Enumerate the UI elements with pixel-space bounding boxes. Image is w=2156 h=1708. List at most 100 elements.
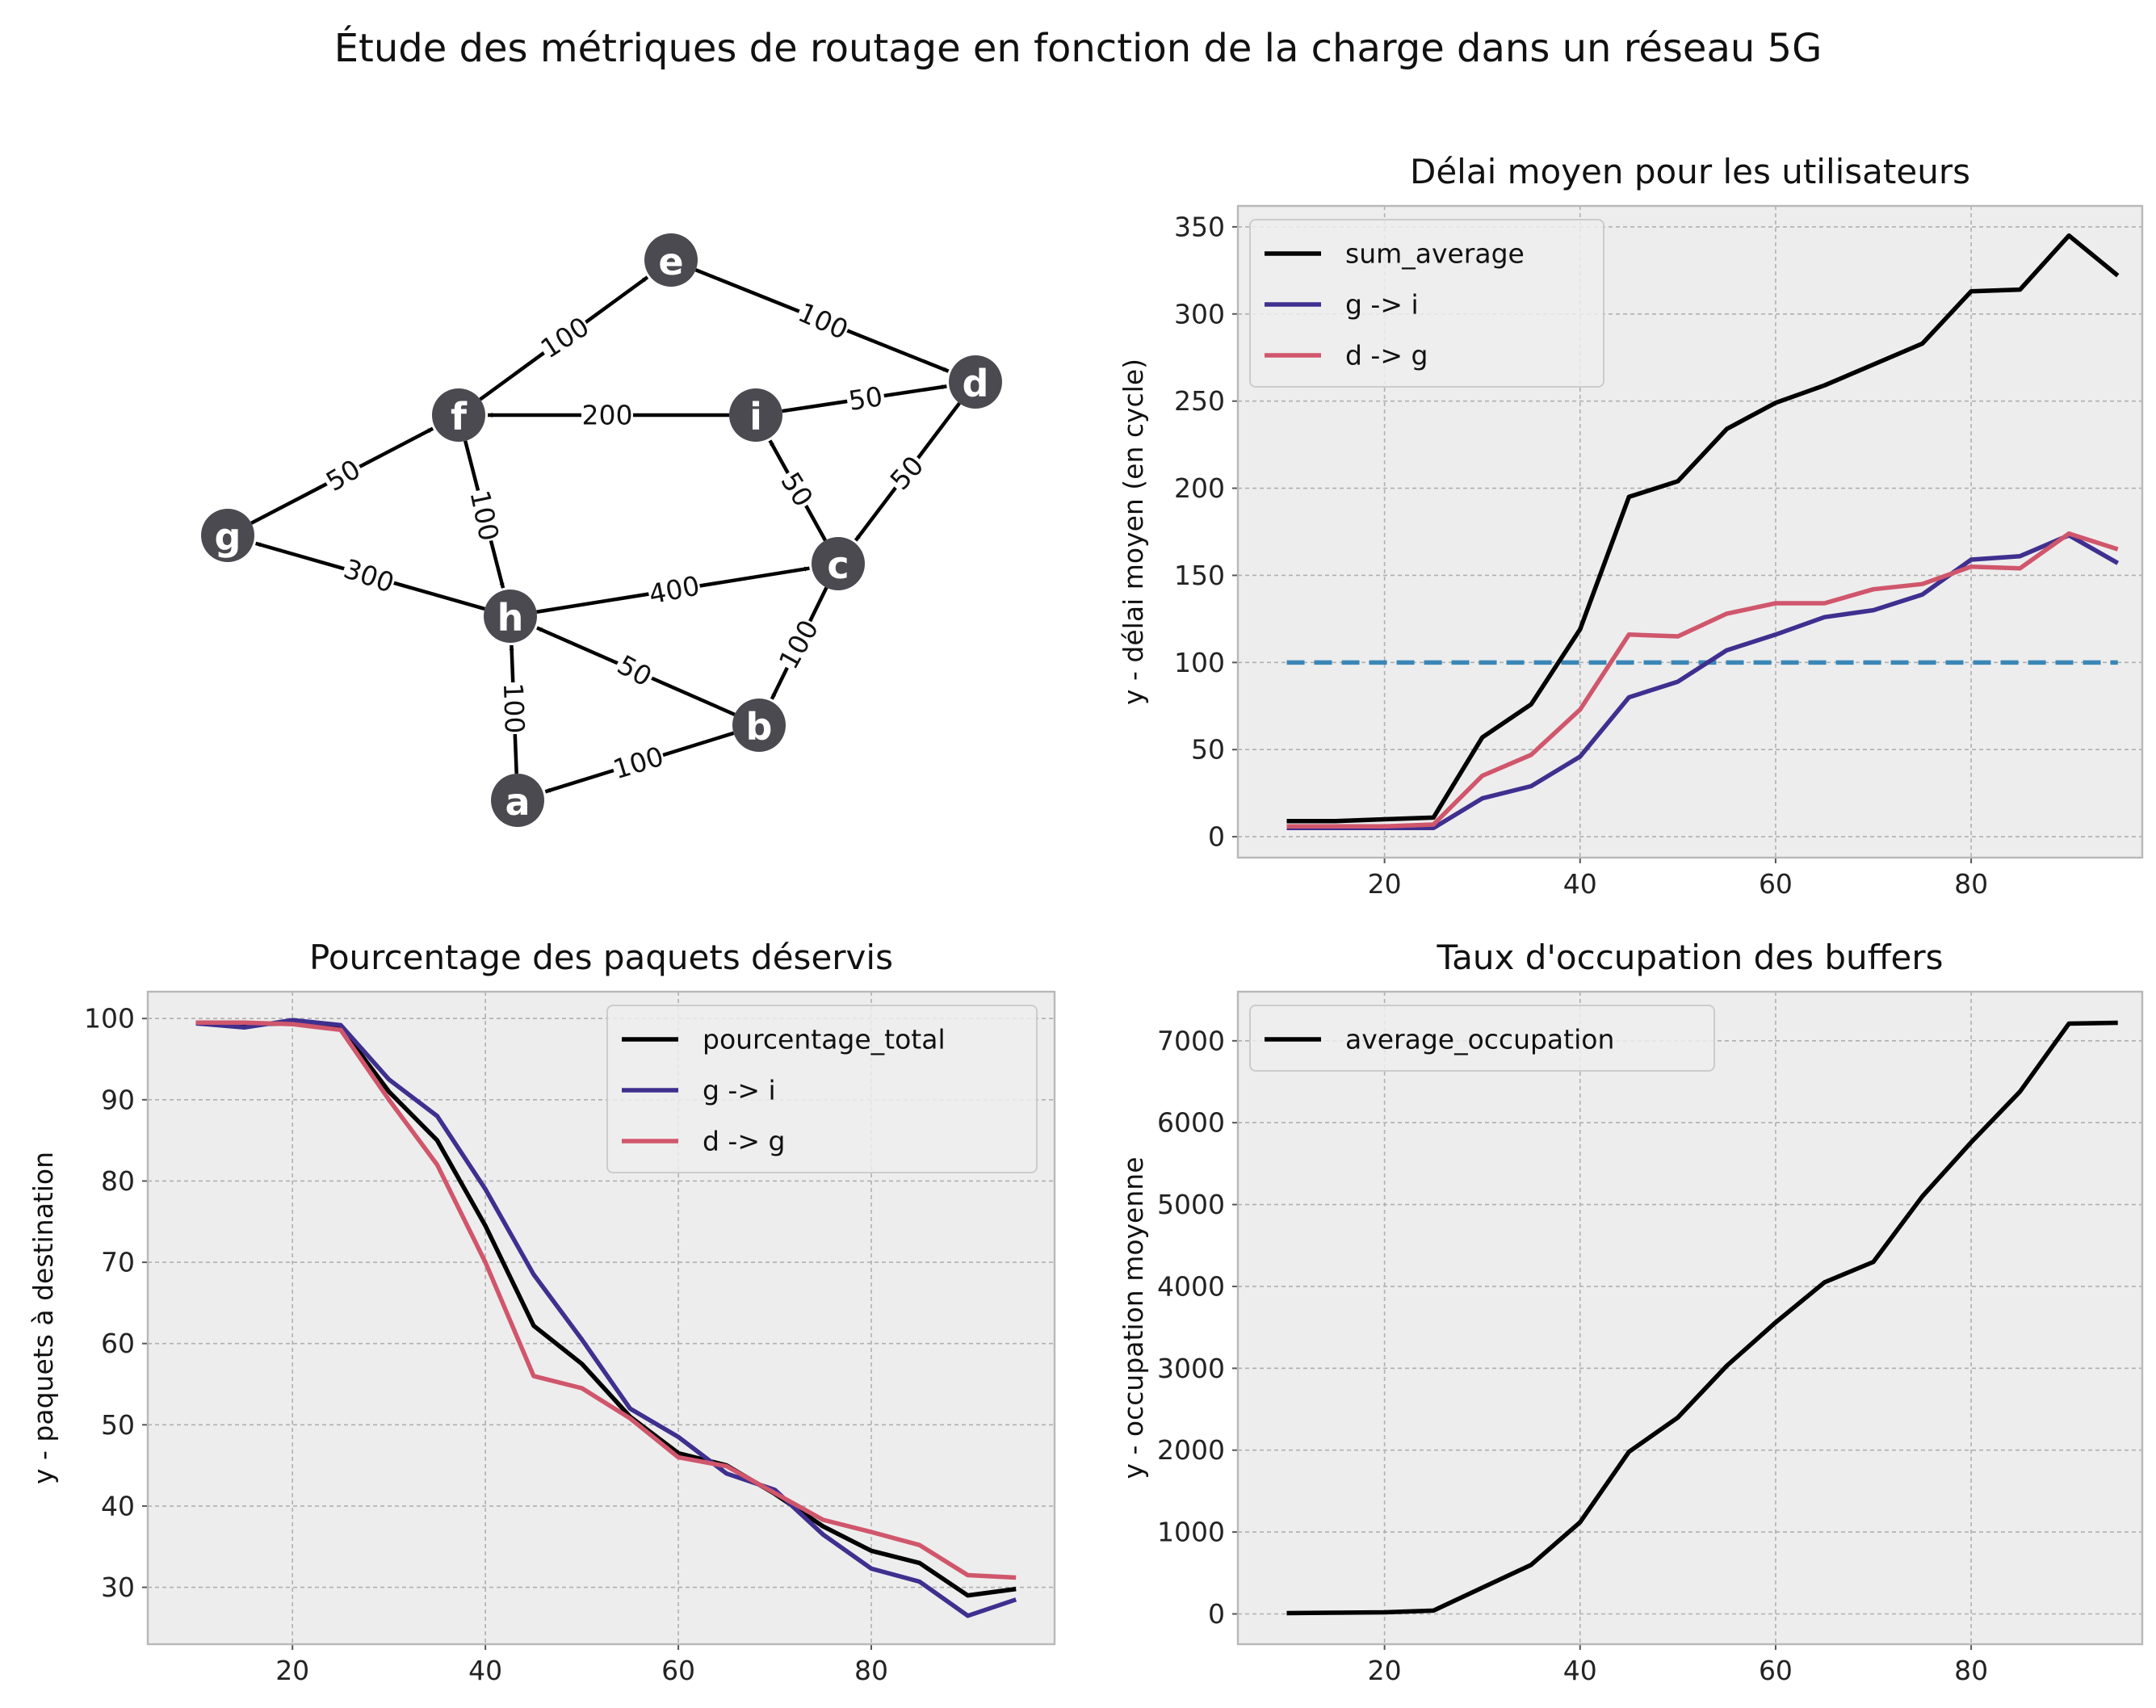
series-line-2 [195, 1020, 1017, 1580]
x-tick-label: 40 [468, 1655, 502, 1686]
x-tick-label: 60 [1759, 868, 1793, 900]
y-tick-label: 300 [1174, 298, 1225, 329]
graph-edge-label-i-d: 50 [845, 380, 887, 417]
graph-node-i [729, 388, 782, 442]
y-tick-label: 350 [1174, 211, 1225, 242]
y-tick-label: 7000 [1157, 1025, 1225, 1056]
tick-labels: 20 40 60 80 0 50 100 150 200 250 300 350 [1174, 211, 1988, 900]
graph-node-e [644, 233, 698, 287]
y-tick-label: 60 [101, 1328, 135, 1359]
graph-node-b [732, 699, 786, 752]
buffer-chart-panel: 20 40 60 80 0 1000 2000 3000 4000 5000 6000 7000 Tau… [1118, 938, 2144, 1686]
x-tick-label: 80 [1954, 868, 1988, 900]
graph-edge-label-f-h: 100 [463, 487, 505, 544]
legend-box [606, 1005, 1038, 1173]
graph-node-h [484, 590, 537, 643]
edge-label-background [464, 487, 505, 544]
x-tick-label: 20 [1368, 1655, 1402, 1686]
series-line-0 [1286, 233, 2120, 824]
graph-node-label-d: d [963, 362, 989, 405]
y-tick-label: 5000 [1157, 1189, 1225, 1220]
graph-edge-label-g-f: 50 [320, 453, 367, 497]
edge-weight-label: 100 [497, 682, 531, 734]
series-lines [1286, 1020, 2118, 1616]
edge-label-background [774, 465, 820, 514]
graph-edge-label-e-d: 100 [794, 296, 853, 346]
legend-entry-label: g -> i [1345, 289, 1419, 321]
edge-label-background [883, 449, 930, 497]
y-tick-label: 250 [1174, 385, 1225, 417]
graph-node-label-i: i [749, 395, 762, 439]
graph-edge-label-c-i: 50 [774, 465, 820, 514]
edge-weight-label: 100 [773, 615, 825, 674]
y-tick-label: 150 [1174, 560, 1225, 591]
y-tick-label: 50 [101, 1409, 135, 1441]
y-tick-label: 200 [1174, 472, 1225, 504]
graph-edge-label-b-a: 100 [609, 741, 668, 785]
y-tick-label: 40 [101, 1490, 135, 1521]
edge-label-background [845, 381, 887, 416]
graph-node-d [949, 355, 1002, 409]
graph-node-g [201, 509, 254, 562]
y-axis-label: y - occupation moyenne [1118, 1157, 1149, 1479]
x-tick-label: 20 [275, 1655, 309, 1686]
y-tick-label: 1000 [1157, 1517, 1225, 1548]
legend-entry-label: g -> i [703, 1075, 776, 1106]
graph-edge-label-h-c: 400 [646, 569, 703, 611]
edge-weight-label: 300 [340, 552, 398, 598]
y-tick-label: 3000 [1157, 1353, 1225, 1384]
y-tick-label: 4000 [1157, 1270, 1225, 1302]
edge-label-background [320, 453, 367, 497]
y-tick-label: 90 [101, 1084, 135, 1115]
graph-edge-label-c-b: 100 [773, 615, 825, 674]
series-line-0 [1286, 1020, 2118, 1616]
legend-box [1249, 1005, 1715, 1072]
graph-node-a [491, 774, 544, 827]
graph-edge-label-b-h: 50 [611, 648, 658, 693]
edge-label-background [535, 311, 595, 364]
y-tick-label: 100 [84, 1003, 135, 1034]
x-tick-label: 60 [1759, 1655, 1793, 1686]
gridlines [1238, 206, 2142, 858]
graph-node-f [432, 388, 485, 442]
tick-labels: 20 40 60 80 30 40 50 60 70 80 90 100 [84, 1003, 888, 1686]
graph-node-label-e: e [658, 240, 683, 283]
chart-title: Délai moyen pour les utilisateurs [1410, 152, 1970, 191]
legend-box [1249, 219, 1604, 388]
series-line-1 [195, 1018, 1017, 1618]
gridlines [148, 992, 1055, 1644]
edge-weight-label: 100 [535, 310, 594, 364]
edge-weight-label: 50 [774, 467, 819, 512]
graph-edge-label-h-g: 300 [339, 552, 399, 598]
y-tick-label: 6000 [1157, 1107, 1225, 1139]
plot-area [1238, 992, 2142, 1644]
graph-edge-label-f-e: 100 [535, 310, 595, 364]
graph-edge-label-d-c: 50 [883, 449, 930, 497]
edge-weight-label: 50 [846, 380, 885, 417]
packets-chart-panel: 20 40 60 80 30 40 50 60 70 80 90 100 Pourcentage des… [27, 938, 1056, 1686]
legend-entry-label: sum_average [1345, 238, 1525, 270]
graph-nodes: a b c d e f g h i [201, 233, 1002, 827]
figure-title: Étude des métriques de routage en foncti… [333, 26, 1823, 71]
y-tick-label: 2000 [1157, 1434, 1225, 1466]
edge-label-background [773, 615, 824, 674]
graph-node-label-g: g [215, 515, 241, 559]
graph-node-label-f: f [451, 395, 468, 439]
x-tick-label: 40 [1563, 868, 1597, 900]
tick-labels: 20 40 60 80 0 1000 2000 3000 4000 5000 6000 7000 [1157, 1025, 1988, 1686]
edge-weight-label: 200 [582, 400, 633, 431]
y-tick-label: 70 [101, 1247, 135, 1278]
y-tick-label: 100 [1174, 647, 1225, 678]
x-tick-label: 80 [854, 1655, 888, 1686]
edge-weight-label: 400 [646, 569, 702, 610]
graph-node-c [812, 537, 865, 590]
series-lines [1286, 233, 2120, 831]
edge-label-background [581, 401, 633, 430]
edge-label-background [339, 553, 399, 598]
series-line-2 [1286, 531, 2119, 829]
x-tick-label: 20 [1368, 868, 1402, 900]
graph-node-label-c: c [827, 543, 849, 587]
